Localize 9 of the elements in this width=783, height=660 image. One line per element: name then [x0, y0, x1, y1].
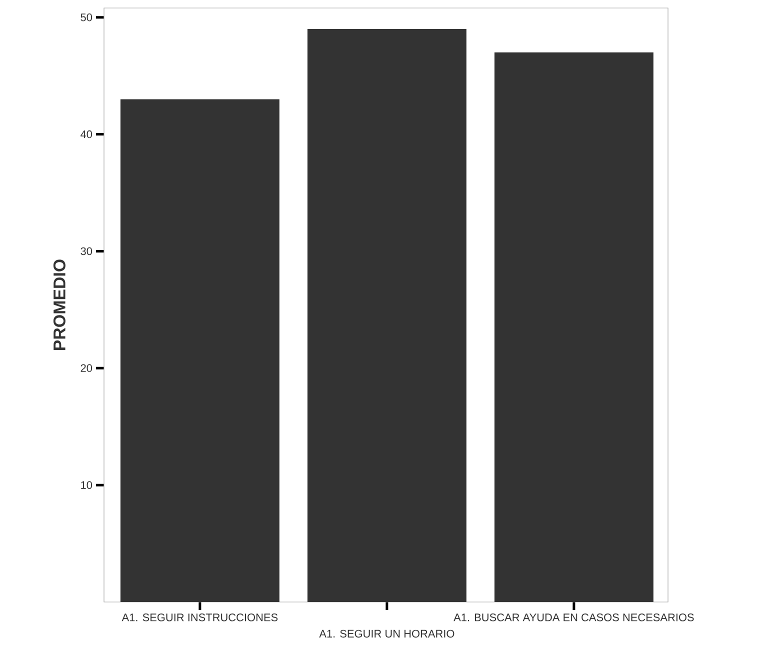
y-tick-label: 10 — [81, 481, 92, 489]
x-tick-label: A1. SEGUIR INSTRUCCIONES — [122, 614, 278, 622]
y-tick-label: 20 — [80, 364, 92, 372]
y-tick-label: 40 — [80, 130, 92, 138]
y-tick-label: 30 — [80, 247, 92, 256]
x-tick-label: A1. BUSCAR AYUDA EN CASOS NECESARIOS — [454, 614, 694, 622]
x-tick-label: A1. SEGUIR UN HORARIO — [319, 630, 454, 638]
y-axis-title: PROMEDIO — [53, 260, 66, 350]
y-tick-label: 50 — [80, 13, 92, 22]
